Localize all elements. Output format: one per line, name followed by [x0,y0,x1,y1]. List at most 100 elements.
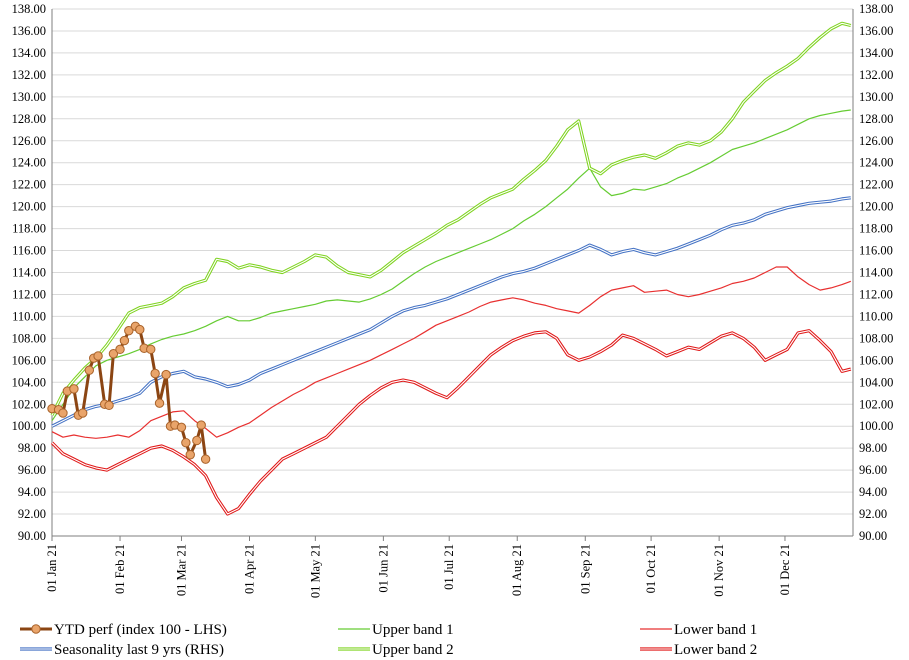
y-tick-label-left: 92.00 [18,507,46,521]
legend-label: Upper band 2 [372,642,454,658]
x-tick-label: 01 Apr 21 [243,544,257,594]
x-tick-label: 01 Nov 21 [712,544,726,597]
ytd-point [200,454,211,464]
y-tick-label-left: 124.00 [12,156,46,170]
ytd-point [146,344,156,355]
ytd-point [108,349,119,359]
series-line [51,266,852,439]
y-tick-label-left: 90.00 [18,529,46,543]
y-tick-label-right: 122.00 [859,178,893,192]
y-tick-label-right: 132.00 [859,68,893,82]
x-tick-label: 01 Jun 21 [376,544,390,593]
y-tick-label-right: 92.00 [859,507,887,521]
y-tick-label-right: 98.00 [859,441,887,455]
legend-item: YTD perf (index 100 - LHS) [20,622,227,638]
series-line-outer [50,21,852,416]
x-tick-label: 01 Aug 21 [510,544,524,596]
legend-label: Seasonality last 9 yrs (RHS) [54,642,224,658]
series-line-inner [51,330,851,515]
series-line [51,109,851,422]
y-tick-label-right: 114.00 [859,266,893,280]
ytd-point [192,435,202,446]
y-tick-label-left: 132.00 [12,68,46,82]
y-tick-label-left: 114.00 [12,266,46,280]
ytd-point [181,437,191,448]
ytd-point [185,450,195,460]
y-tick-label-right: 138.00 [859,2,893,16]
series-lines [50,21,852,516]
legend-item: Upper band 1 [338,622,454,638]
legend-label: YTD perf (index 100 - LHS) [54,622,227,638]
y-tick-label-left: 126.00 [12,134,46,148]
y-tick-label-left: 130.00 [12,90,46,104]
y-tick-label-left: 116.00 [12,244,46,258]
ytd-point [93,351,103,361]
y-tick-label-left: 122.00 [12,178,46,192]
y-tick-label-left: 104.00 [12,375,46,389]
ytd-point [176,422,187,433]
x-tick-label: 01 Mar 21 [174,544,188,596]
legend-marker [31,624,41,634]
y-tick-label-left: 98.00 [18,441,46,455]
legend-label: Lower band 2 [674,642,757,658]
y-tick-label-left: 102.00 [12,397,46,411]
legend-item: Lower band 2 [640,642,757,658]
ytd-point [84,365,95,375]
ytd-point [196,420,206,430]
legend-label: Lower band 1 [674,622,757,638]
ytd-point [78,408,88,418]
y-tick-label-right: 102.00 [859,397,893,411]
y-axis-right-labels: 90.00 92.00 94.00 96.00 98.00 100.00 102.00 104… [859,2,893,543]
y-tick-label-right: 104.00 [859,375,893,389]
y-tick-label-left: 120.00 [12,200,46,214]
y-tick-label-left: 108.00 [12,331,46,345]
y-tick-label-right: 90.00 [859,529,887,543]
y-tick-label-right: 126.00 [859,134,893,148]
series-line-inner [51,22,851,416]
x-tick-label: 01 Feb 21 [113,544,127,594]
legend: YTD perf (index 100 - LHS) Upper band 1 Lo… [20,622,757,658]
ytd-point [150,368,160,379]
y-tick-label-left: 100.00 [12,419,46,433]
x-tick-label: 01 Jul 21 [442,544,456,590]
y-tick-label-left: 96.00 [18,463,46,477]
ytd-point [119,335,130,346]
legend-label: Upper band 1 [372,622,454,638]
y-tick-label-right: 108.00 [859,331,893,345]
gridlines [52,8,853,537]
y-tick-label-right: 106.00 [859,353,893,367]
y-tick-label-right: 118.00 [859,222,893,236]
y-tick-label-right: 128.00 [859,112,893,126]
ytd-point [161,369,171,380]
y-tick-label-right: 136.00 [859,24,893,38]
y-tick-label-right: 110.00 [859,309,893,323]
y-tick-label-left: 118.00 [12,222,46,236]
y-tick-label-right: 94.00 [859,485,887,499]
y-tick-label-right: 112.00 [859,287,893,301]
axes [51,9,854,541]
x-tick-label: 01 Jan 21 [45,544,59,592]
legend-item: Seasonality last 9 yrs (RHS) [20,642,224,658]
x-tick-label: 01 Dec 21 [778,544,792,595]
ytd-markers [47,321,211,464]
y-tick-label-left: 112.00 [12,287,46,301]
ytd-point [115,344,125,355]
y-tick-label-right: 134.00 [859,46,893,60]
ytd-point [124,325,134,336]
legend-item: Lower band 1 [640,622,757,638]
ytd-point [104,400,114,411]
y-tick-label-right: 120.00 [859,200,893,214]
ytd-point [135,324,145,335]
series-line-inner [51,197,851,427]
y-tick-label-left: 94.00 [18,485,46,499]
y-tick-label-left: 128.00 [12,112,46,126]
x-tick-label: 01 Oct 21 [644,544,658,593]
y-tick-label-left: 138.00 [12,2,46,16]
ytd-point [154,398,165,408]
y-tick-label-left: 134.00 [12,46,46,60]
x-tick-label: 01 Sep 21 [578,544,592,594]
y-tick-label-right: 116.00 [859,244,893,258]
y-tick-label-right: 96.00 [859,463,887,477]
y-tick-label-right: 124.00 [859,156,893,170]
